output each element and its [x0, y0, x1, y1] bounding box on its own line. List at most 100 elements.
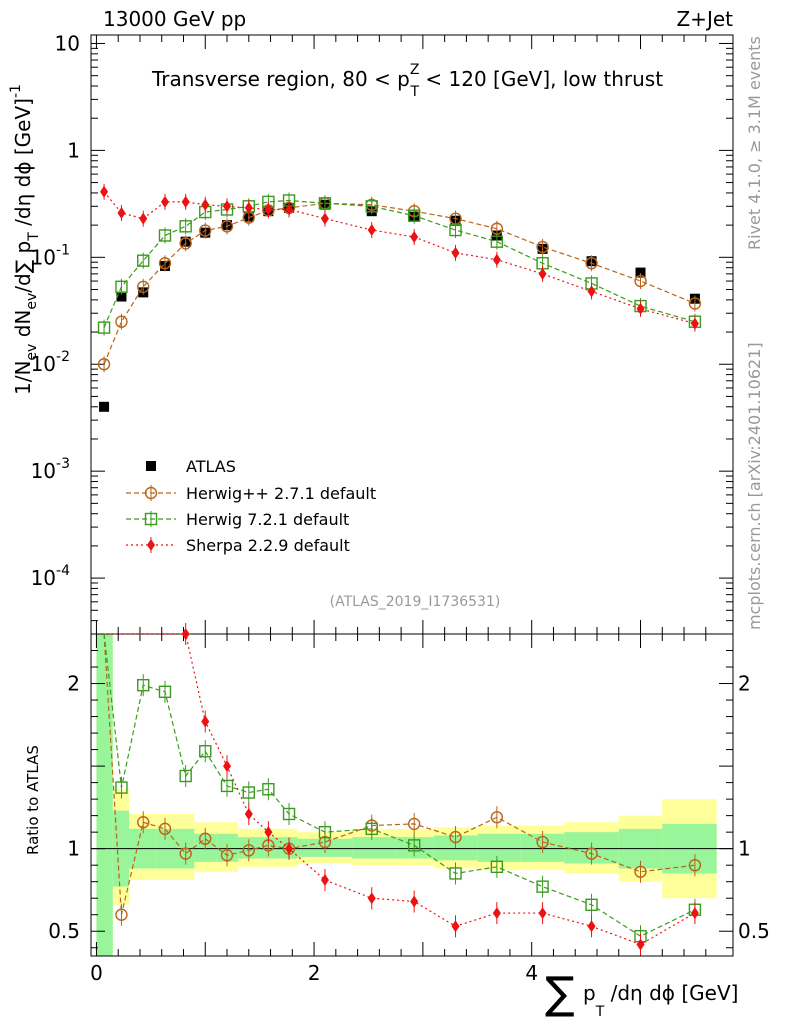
ratio-tick-label-right: 2	[738, 672, 751, 696]
y-tick-label: 10-4	[31, 563, 71, 590]
ratio-point-herwigpp	[688, 858, 702, 872]
point-herwigpp	[199, 224, 212, 237]
point-herwigpp	[585, 257, 598, 270]
legend-label-herwigpp: Herwig++ 2.7.1 default	[186, 484, 376, 503]
ratio-point-sherpa	[320, 874, 329, 887]
point-sherpa	[117, 206, 126, 219]
ratio-tick-label-right: 1	[738, 837, 751, 861]
point-herwigpp	[220, 220, 234, 233]
point-sherpa	[690, 317, 699, 330]
x-tick-label: 2	[308, 961, 321, 985]
ratio-point-sherpa	[410, 895, 419, 908]
point-sherpa	[538, 267, 547, 280]
y-axis-label: 1/Nev dNev/d∑ pT /dη dϕ [GeV]-1	[8, 84, 42, 395]
point-herwigpp	[97, 358, 111, 371]
ratio-point-sherpa	[587, 920, 596, 933]
point-sherpa	[492, 253, 501, 266]
point-herwigpp	[634, 274, 647, 288]
ratio-point-herwig7	[199, 745, 212, 758]
legend-label-sherpa: Sherpa 2.2.9 default	[186, 536, 350, 555]
ratio-point-herwig7	[220, 779, 234, 793]
x-axis-label: pT /dη dϕ [GeV]	[583, 981, 738, 1020]
ratio-point-herwig7	[282, 807, 296, 821]
x-axis-sum-symbol: ∑	[545, 968, 575, 1019]
rivet-version-label: Rivet 4.1.0, ≥ 3.1M events	[745, 36, 764, 250]
data-series	[97, 183, 702, 956]
point-herwig7	[449, 223, 462, 237]
ratio-point-herwigpp	[115, 908, 128, 921]
ratio-point-herwig7	[449, 867, 462, 880]
ratio-point-herwigpp	[242, 844, 255, 857]
legend-marker-herwig7	[144, 512, 158, 526]
series-line-herwigpp	[103, 202, 696, 365]
ratio-plot-frame	[90, 633, 734, 957]
ratio-point-sherpa	[538, 907, 547, 920]
ratio-point-herwigpp	[199, 832, 212, 845]
series-line-sherpa	[103, 191, 696, 325]
ratio-point-sherpa	[367, 892, 376, 905]
ratio-point-herwig7	[365, 822, 378, 836]
point-herwigpp	[137, 280, 150, 293]
ratio-point-herwig7	[179, 769, 192, 783]
point-atlas	[116, 291, 127, 302]
ratio-point-herwig7	[490, 860, 504, 874]
point-atlas	[99, 401, 110, 412]
ratio-point-herwigpp	[220, 849, 234, 862]
legend-label-herwig7: Herwig 7.2.1 default	[186, 510, 349, 529]
ratio-point-sherpa	[690, 907, 699, 920]
point-sherpa	[244, 201, 253, 214]
ratio-point-sherpa	[201, 715, 210, 728]
ratio-tick-label-right: 0.5	[738, 919, 770, 943]
legend-marker-herwigpp	[144, 486, 158, 500]
point-herwigpp	[688, 297, 702, 310]
uncertainty-bands	[91, 634, 733, 956]
point-herwig7	[158, 229, 172, 242]
point-sherpa	[285, 203, 294, 216]
ratio-point-herwig7	[262, 783, 275, 796]
ratio-point-herwig7	[536, 880, 549, 893]
point-herwig7	[179, 220, 192, 233]
ratio-tick-label-left: 0.5	[48, 919, 80, 943]
point-atlas	[635, 267, 646, 278]
y-tick-label: 10-3	[31, 456, 70, 483]
ratio-point-herwig7	[137, 678, 150, 692]
ratio-point-herwigpp	[137, 816, 150, 829]
point-herwig7	[137, 254, 150, 267]
legend-marker-atlas	[146, 461, 156, 471]
point-sherpa	[587, 285, 596, 298]
legend-marker-sherpa	[147, 539, 155, 551]
point-sherpa	[160, 195, 169, 208]
ratio-line-sherpa	[104, 633, 696, 946]
ratio-point-sherpa	[264, 826, 273, 839]
axis-ticks: 10 1 10-1 10-2 10-3 10-4 2 2 1 1 0.5 0.5 0 2 4	[31, 31, 770, 985]
point-herwigpp	[115, 315, 128, 328]
ratio-point-herwigpp	[158, 822, 172, 836]
y-tick-label: 10	[55, 31, 80, 55]
band-inner-bin	[352, 837, 396, 859]
point-sherpa	[264, 203, 273, 216]
y-tick-label: 10-1	[31, 242, 70, 269]
ratio-point-sherpa	[223, 760, 232, 773]
ratio-point-herwigpp	[449, 830, 462, 844]
point-herwig7	[490, 235, 504, 248]
point-herwig7	[365, 200, 378, 213]
ratio-point-herwig7	[242, 786, 255, 799]
analysis-id-watermark: (ATLAS_2019_I1736531)	[330, 594, 501, 610]
ratio-point-herwigpp	[585, 847, 598, 860]
point-sherpa	[451, 246, 460, 259]
x-tick-label: 0	[90, 961, 103, 985]
ratio-tick-label-left: 2	[67, 672, 80, 696]
ratio-point-herwigpp	[490, 811, 504, 824]
ratio-point-herwig7	[585, 898, 598, 912]
point-sherpa	[100, 185, 109, 198]
ratio-point-sherpa	[181, 628, 190, 640]
y-tick-label: 1	[67, 138, 80, 162]
band-inner-bin	[259, 837, 282, 859]
ratio-point-sherpa	[451, 920, 460, 933]
point-herwig7	[115, 280, 128, 293]
ratio-point-herwigpp	[634, 865, 647, 878]
ratio-point-herwigpp	[536, 835, 549, 849]
ratio-line-herwig7	[103, 633, 696, 937]
ratio-point-herwigpp	[179, 847, 192, 860]
